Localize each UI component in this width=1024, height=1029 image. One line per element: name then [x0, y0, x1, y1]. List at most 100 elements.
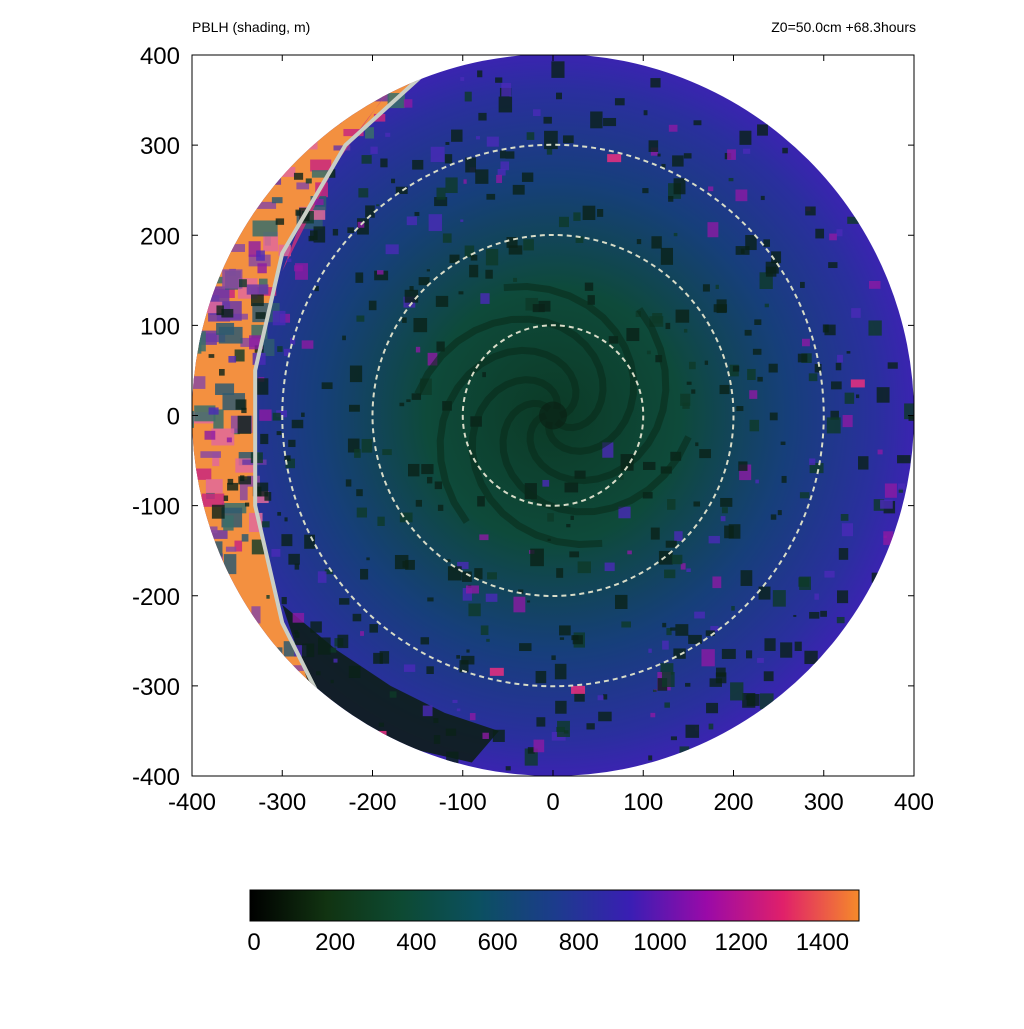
field-cell — [284, 517, 288, 522]
field-cell — [642, 188, 649, 194]
field-cell — [842, 415, 853, 428]
field-cell — [266, 595, 270, 599]
field-cell — [459, 660, 469, 673]
field-cell — [361, 155, 372, 164]
field-cell — [237, 415, 252, 434]
field-cell — [841, 523, 854, 537]
field-cell — [736, 406, 744, 412]
land-patch — [216, 608, 235, 621]
field-cell — [769, 412, 778, 421]
land-patch — [263, 231, 279, 252]
land-patch — [225, 546, 237, 552]
field-cell — [301, 412, 305, 417]
field-cell — [329, 647, 337, 653]
spiral-band — [468, 376, 603, 549]
land-patch — [192, 283, 196, 292]
field-cell — [822, 324, 829, 333]
field-cell — [360, 568, 369, 580]
field-cell — [660, 663, 674, 675]
land-patch — [225, 194, 252, 211]
field-cell — [272, 310, 286, 326]
field-cell — [782, 147, 788, 154]
field-cell — [238, 476, 251, 485]
field-cell — [485, 269, 493, 279]
field-cell — [686, 381, 692, 385]
colorbar-tick-label: 1000 — [633, 929, 686, 956]
field-cell — [781, 475, 787, 483]
field-cell — [693, 120, 702, 126]
field-cell — [642, 492, 653, 499]
field-cell — [526, 132, 535, 140]
land-patch — [213, 409, 224, 430]
field-cell — [284, 455, 291, 462]
field-cell — [755, 479, 759, 484]
field-cell — [373, 652, 383, 664]
field-cell — [694, 611, 705, 619]
field-cell — [749, 419, 760, 432]
field-cell — [288, 553, 300, 565]
field-cell — [564, 482, 579, 493]
field-cell — [814, 593, 819, 600]
field-cell — [499, 150, 506, 159]
field-cell — [281, 596, 287, 605]
field-cell — [664, 702, 670, 708]
y-tick-label: -200 — [132, 584, 180, 611]
field-cell — [809, 611, 820, 619]
land-patch — [192, 544, 195, 560]
field-cell — [597, 695, 604, 701]
land-patch — [200, 451, 221, 458]
y-tick-label: -100 — [132, 494, 180, 521]
field-cell — [562, 135, 574, 144]
field-cell — [444, 154, 453, 164]
field-cell — [618, 506, 631, 519]
field-cell — [477, 70, 483, 78]
field-cell — [496, 174, 502, 183]
field-cell — [310, 621, 322, 633]
field-cell — [732, 365, 740, 372]
field-cell — [597, 208, 604, 217]
field-cell — [721, 507, 728, 514]
field-cell — [686, 568, 691, 573]
field-cell — [673, 232, 678, 237]
field-cell — [837, 354, 843, 363]
field-cell — [668, 124, 678, 132]
field-cell — [378, 722, 385, 727]
land-patch — [169, 559, 176, 566]
field-cell — [573, 212, 581, 221]
field-cell — [376, 270, 384, 275]
field-cell — [261, 521, 270, 528]
field-cell — [352, 613, 362, 622]
land-patch — [192, 268, 203, 283]
land-patch — [255, 722, 280, 742]
land-patch — [201, 587, 228, 600]
field-cell — [485, 248, 499, 266]
field-cell — [360, 631, 364, 636]
field-cell — [456, 655, 461, 659]
land-patch — [201, 493, 225, 507]
field-cell — [337, 634, 349, 649]
field-cell — [824, 570, 835, 578]
field-cell — [466, 649, 470, 653]
colorbar-tick-label: 200 — [315, 929, 355, 956]
field-cell — [426, 269, 430, 272]
field-cell — [347, 438, 360, 453]
field-cell — [742, 693, 756, 708]
field-cell — [685, 682, 691, 687]
field-cell — [661, 672, 675, 688]
field-cell — [328, 169, 336, 178]
field-cell — [771, 251, 782, 264]
field-cell — [470, 254, 478, 261]
field-cell — [250, 294, 264, 307]
land-patch — [210, 596, 227, 603]
land-patch — [273, 647, 283, 658]
spiral-band — [436, 346, 580, 524]
land-patch — [192, 466, 193, 484]
field-cell — [793, 614, 797, 617]
land-patch — [169, 444, 189, 459]
land-patch — [275, 174, 282, 185]
field-cell — [712, 576, 722, 589]
field-cell — [675, 624, 689, 636]
field-cell — [290, 337, 296, 345]
field-cell — [671, 554, 683, 565]
field-cell — [662, 640, 669, 650]
